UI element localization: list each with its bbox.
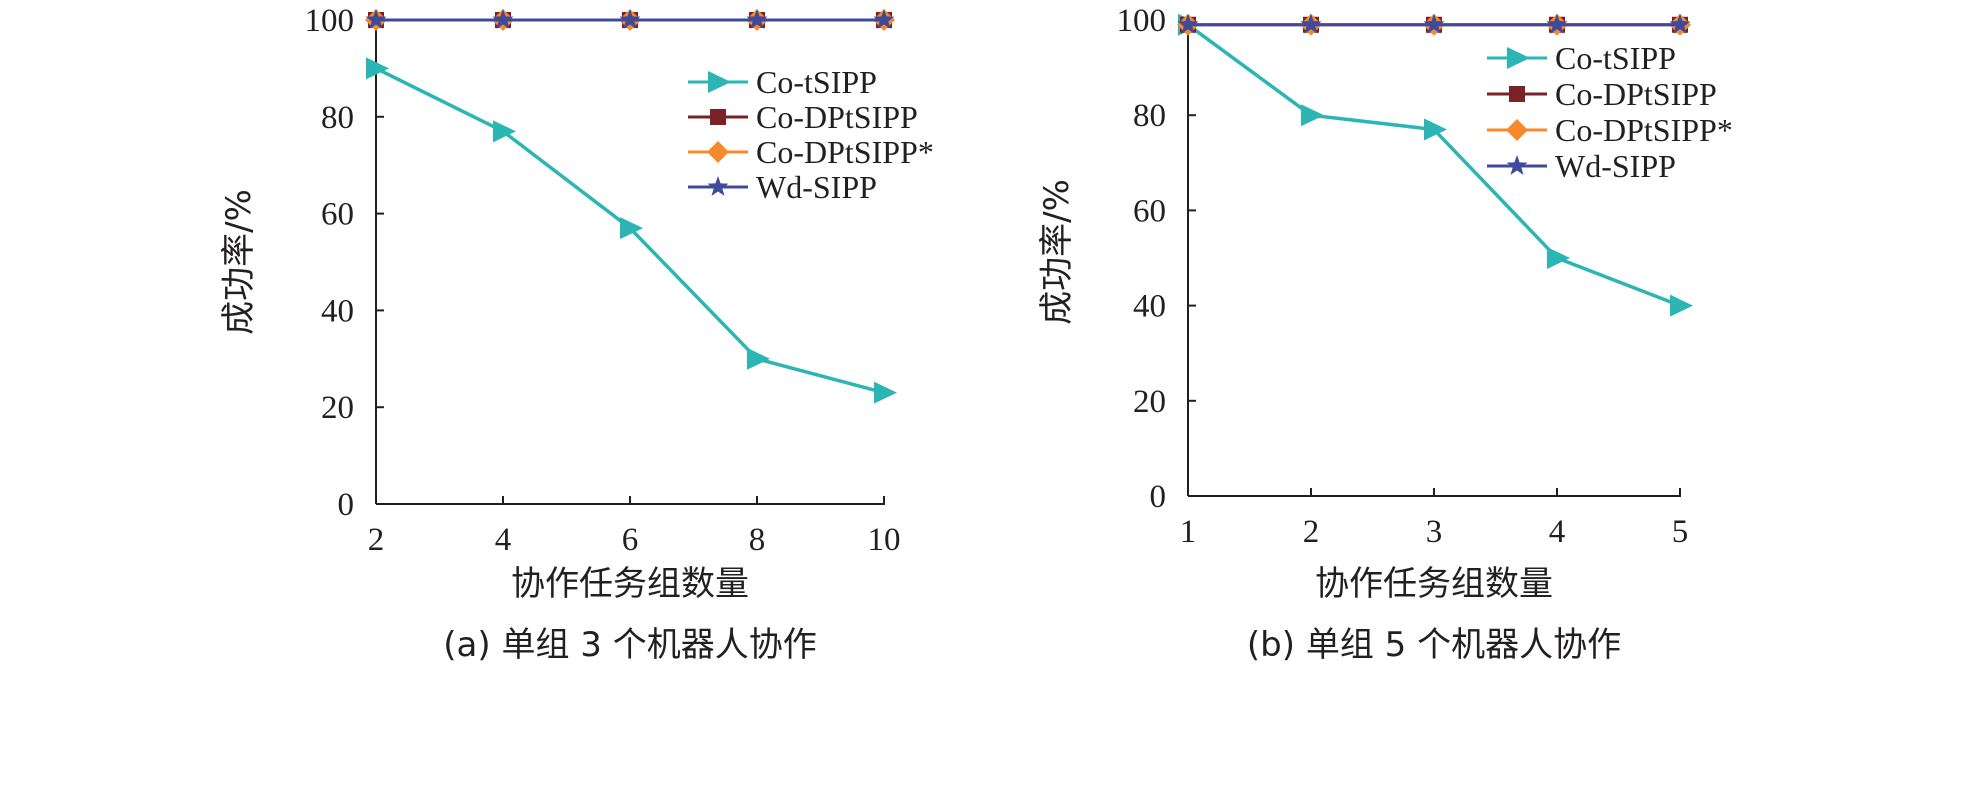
x-tick-label: 8: [749, 522, 766, 558]
legend-label: Wd-SIPP: [756, 169, 877, 205]
data-point: [365, 9, 387, 29]
data-point: [746, 9, 768, 29]
data-point: [1177, 13, 1199, 34]
x-tick-label: 4: [495, 522, 512, 558]
data-point: [620, 217, 643, 240]
data-point: [873, 9, 895, 29]
panel-caption: (b) 单组 5 个机器人协作: [1247, 625, 1621, 665]
legend-label: Co-DPtSIPP*: [756, 134, 934, 170]
data-point: [366, 57, 389, 80]
data-point: [1670, 294, 1693, 317]
legend-marker: [1506, 155, 1528, 175]
legend-label: Co-DPtSIPP: [756, 99, 918, 135]
series-Wd-SIPP: [365, 9, 895, 29]
data-point: [1546, 13, 1568, 34]
legend-marker: [1509, 86, 1525, 102]
data-point: [493, 120, 516, 143]
legend-label: Co-DPtSIPP: [1555, 76, 1717, 112]
y-tick-label: 20: [1133, 384, 1166, 420]
y-tick-label: 80: [1133, 98, 1166, 134]
y-tick-label: 0: [338, 487, 355, 523]
y-tick-label: 100: [1117, 3, 1167, 39]
y-axis-label: 成功率/%: [1037, 179, 1077, 325]
legend-marker: [710, 109, 726, 125]
y-axis-label: 成功率/%: [219, 189, 259, 335]
legend-marker: [707, 141, 729, 163]
data-point: [1423, 13, 1445, 34]
y-tick-label: 100: [305, 3, 355, 39]
legend-marker: [1506, 119, 1528, 141]
data-point: [874, 381, 897, 404]
legend-label: Co-tSIPP: [756, 64, 877, 100]
data-point: [747, 347, 770, 370]
panel-caption: (a) 单组 3 个机器人协作: [443, 625, 816, 665]
x-tick-label: 3: [1426, 514, 1443, 550]
legend-label: Co-DPtSIPP*: [1555, 112, 1733, 148]
data-point: [1300, 13, 1322, 34]
series-Wd-SIPP: [1177, 13, 1691, 34]
legend-marker: [707, 176, 729, 196]
x-axis-label: 协作任务组数量: [511, 564, 749, 604]
y-tick-label: 40: [1133, 289, 1166, 325]
y-tick-label: 60: [1133, 193, 1166, 229]
y-tick-label: 60: [321, 197, 354, 233]
legend-marker: [708, 71, 731, 93]
x-tick-label: 5: [1672, 514, 1689, 550]
legend-marker: [1507, 47, 1530, 69]
y-tick-label: 20: [321, 390, 354, 426]
series-Co-tSIPP: [1178, 13, 1693, 317]
x-axis-label: 协作任务组数量: [1315, 564, 1553, 604]
x-tick-label: 6: [622, 522, 639, 558]
y-tick-label: 80: [321, 100, 354, 136]
data-point: [1424, 118, 1447, 141]
legend-label: Wd-SIPP: [1555, 148, 1676, 184]
chart-panel-a: 0 20 40 60 80 100 2 4 6 8 10 成功率/% 协作任务组数量 (a) 单组 3 个…: [219, 3, 934, 665]
series-Co-tSIPP: [366, 57, 897, 404]
y-tick-label: 0: [1150, 479, 1167, 515]
chart-panel-b: 0 20 40 60 80 100 1 2 3 4 5 成功率/% 协作任务组数量 (b) 单组 5 个机…: [1037, 3, 1733, 665]
y-tick-label: 40: [321, 293, 354, 329]
legend-label: Co-tSIPP: [1555, 40, 1676, 76]
x-tick-label: 10: [868, 522, 901, 558]
data-point: [619, 9, 641, 29]
x-tick-label: 4: [1549, 514, 1566, 550]
data-point: [1301, 104, 1324, 127]
x-tick-label: 2: [1303, 514, 1320, 550]
x-tick-label: 2: [368, 522, 385, 558]
data-point: [1547, 247, 1570, 269]
data-point: [1669, 13, 1691, 34]
x-tick-label: 1: [1180, 514, 1197, 550]
data-point: [492, 9, 514, 29]
